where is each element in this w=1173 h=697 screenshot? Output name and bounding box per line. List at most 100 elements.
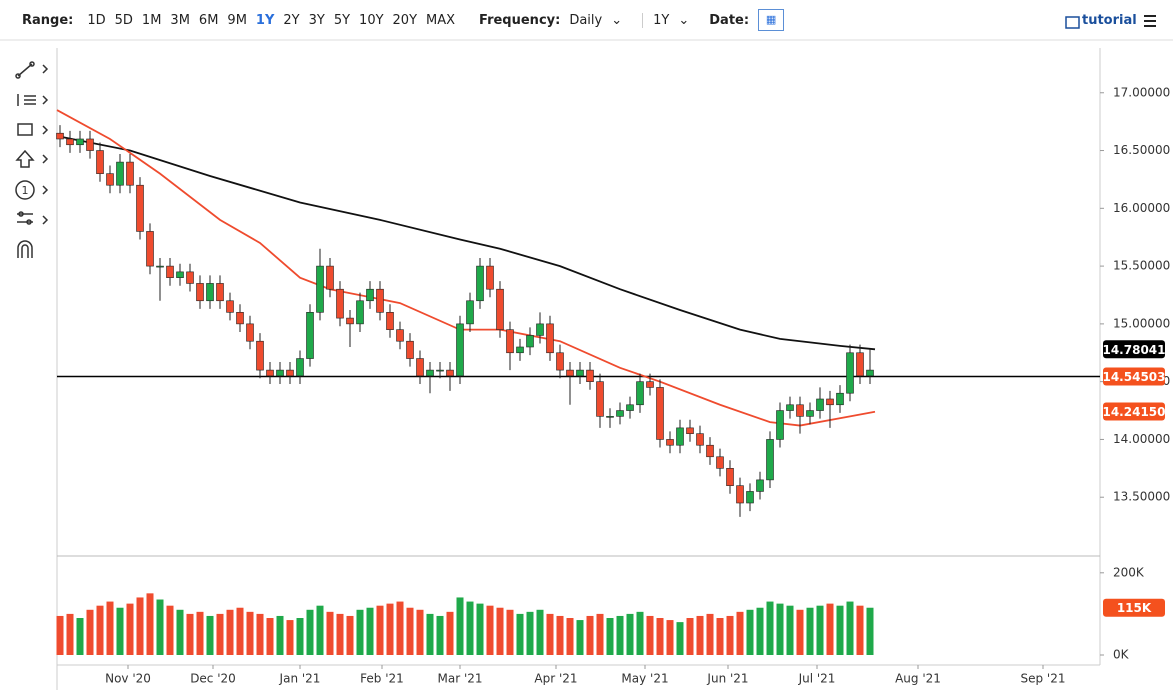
volume-bar [156,599,164,655]
volume-bar [326,611,334,655]
candle-body [676,427,684,446]
range-button[interactable]: 6M [198,12,219,28]
range-button[interactable]: 9M [227,12,247,28]
volume-bar [836,605,844,655]
volume-bar [806,607,814,655]
toolbar: Range: 1D 5D 1M 3M 6M 9M 1Y 2Y 3Y 5Y 10Y 20Y MAX Fre… [0,0,1173,40]
tutorial-link[interactable]: tutorial [1082,12,1137,28]
candle-body [186,271,194,284]
range-button[interactable]: MAX [426,12,456,28]
candle-body [286,369,294,377]
candle-body [836,392,844,406]
volume-bar [646,615,654,655]
candle-body [526,335,534,348]
tutorial-icon[interactable] [1065,15,1156,29]
volume-bar [286,620,294,655]
frequency-select[interactable]: Daily [569,12,603,28]
candle-body [446,369,454,377]
period-select[interactable]: 1Y [642,12,669,28]
dropdown-arrow[interactable]: ⌄ [611,12,623,28]
dropdown-arrow[interactable]: ⌄ [678,12,690,28]
volume-bar [426,613,434,655]
volume-bar [766,601,774,655]
x-tick-label: Feb '21 [360,672,404,686]
range-button[interactable]: 2Y [283,12,300,28]
candle-body [496,288,504,330]
range-button[interactable]: 5D [114,12,133,28]
candle-body [246,323,254,342]
x-tick-label: Mar '21 [437,672,482,686]
x-tick-label: Nov '20 [105,672,151,686]
range-button[interactable]: 1Y [255,12,275,28]
volume-bar [366,607,374,655]
tool-icons[interactable] [15,61,49,258]
candle-body [376,288,384,313]
candle-body [366,288,374,302]
price-marker [1103,598,1165,617]
range-button[interactable]: 1M [141,12,162,28]
date-label: Date: [709,12,750,28]
range-button[interactable]: 20Y [392,12,418,28]
volume-bar [306,609,314,655]
range-button[interactable]: 10Y [359,12,384,28]
volume-bar [236,607,244,655]
x-tick-label: May '21 [621,672,668,686]
volume-bar [796,609,804,655]
volume-bar [136,597,144,655]
y-tick-label: 16.00000 [1113,201,1170,215]
price-marker [1103,340,1165,359]
volume-bar [786,605,794,655]
candle-body [586,369,594,382]
range-buttons: 1D 5D 1M 3M 6M 9M 1Y 2Y 3Y 5Y 10Y 20Y MAX [87,13,464,28]
candle-body [96,150,104,174]
candle-body [326,265,334,290]
range-button[interactable]: 3Y [308,12,325,28]
volume-bar [206,615,214,655]
range-button[interactable]: 5Y [333,12,351,28]
volume-bar [436,615,444,655]
candle-body [56,132,64,140]
candle-body [486,265,494,290]
candle-body [296,358,304,377]
candle-body [76,138,84,146]
volume-tick-label: 0K [1113,648,1130,662]
candle-body [146,231,154,267]
candle-body [256,340,264,371]
volume-bar [166,605,174,655]
volume-bar [756,607,764,655]
volume-bar [386,603,394,655]
price-marker-label: 14.78041 [1102,343,1165,357]
volume-bar [316,605,324,655]
volume-bar [86,609,94,655]
range-button[interactable]: 3M [170,12,190,28]
candle-body [516,346,524,354]
volume-bar [726,615,734,655]
candle-body [396,329,404,342]
volume-bar [396,601,404,655]
volume-bar [356,609,364,655]
moving-average [59,135,876,351]
volume-bar [656,618,664,655]
volume-bar [556,615,564,655]
volume-bar [406,607,414,655]
y-tick-label: 15.00000 [1113,316,1170,330]
range-button[interactable]: 1D [87,12,106,28]
price-marker-label: 115K [1117,601,1152,615]
volume-bar [546,613,554,655]
volume-bar [96,605,104,655]
volume-bar [186,613,194,655]
volume-bar [586,615,594,655]
date-picker[interactable]: ▦ [758,9,785,31]
candle-body [436,369,444,372]
volume-bar [336,613,344,655]
candle-body [206,283,214,302]
y-tick-label: 14.00000 [1113,432,1170,446]
candle-body [806,410,814,417]
volume-bar [146,593,154,655]
volume-bar [496,607,504,655]
volume-bar [596,613,604,655]
candle-body [266,369,274,377]
candle-body [216,283,224,302]
